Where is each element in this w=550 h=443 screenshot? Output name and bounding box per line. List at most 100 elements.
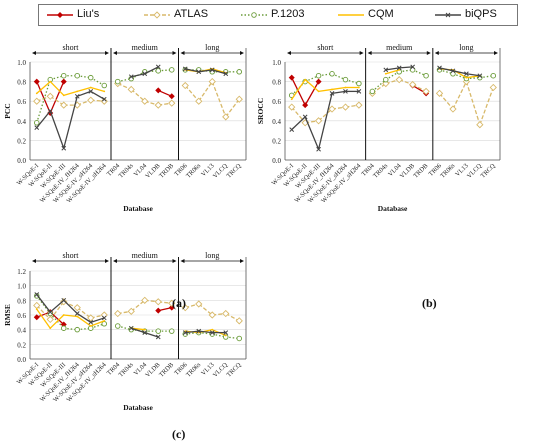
series-segment [371, 79, 387, 92]
data-point [127, 307, 135, 315]
series-segment [304, 79, 320, 92]
data-point [35, 92, 38, 95]
y-tick-label: 0.8 [17, 79, 26, 87]
series-segment [479, 87, 494, 125]
legend-swatch [435, 12, 461, 18]
legend-swatch [144, 11, 170, 19]
group-arrowhead [113, 259, 117, 263]
data-point [341, 103, 350, 111]
data-point [143, 328, 146, 331]
series-segment [184, 85, 200, 102]
series-segment [304, 75, 319, 83]
y-tick-label: 0.4 [272, 118, 281, 126]
data-point [155, 334, 161, 340]
series-segment [331, 90, 346, 95]
data-point [315, 78, 322, 85]
data-point [288, 74, 295, 81]
series-segment [131, 327, 145, 334]
series-segment [130, 88, 146, 102]
group-label: medium [132, 43, 159, 52]
y-tick-label: 0.4 [17, 118, 26, 126]
group-arrowhead [240, 259, 244, 263]
x-tick-label: TRDB [412, 162, 430, 180]
series-segment [452, 81, 467, 110]
data-point [356, 80, 362, 87]
group-arrowhead [32, 51, 36, 55]
series-segment [198, 81, 213, 102]
data-point [141, 296, 149, 304]
data-point [100, 311, 108, 319]
y-tick-label: 0.0 [17, 356, 26, 364]
legend-label: P.1203 [271, 8, 305, 20]
data-point [223, 71, 229, 77]
data-point [128, 74, 134, 80]
data-point [60, 298, 68, 306]
data-point [74, 326, 80, 333]
group-arrowhead [180, 51, 185, 55]
series-segment [198, 329, 213, 334]
group-label: short [63, 43, 80, 52]
x-tick-label: TR06s [439, 162, 457, 180]
series-segment [131, 73, 145, 78]
y-tick-label: 1.0 [17, 283, 26, 291]
series-segment [36, 81, 51, 114]
legend-swatch [338, 14, 364, 16]
group-arrowhead [359, 51, 364, 55]
series-segment [212, 69, 226, 75]
data-point [290, 98, 293, 101]
x-axis-title: Database [378, 204, 408, 213]
series-segment [385, 71, 400, 81]
series-biqps [289, 64, 483, 152]
data-point [155, 328, 161, 334]
data-point [101, 82, 107, 89]
series-biqps [34, 292, 229, 340]
series-segment [76, 307, 92, 319]
data-point [369, 88, 376, 95]
y-tick-label: 0.2 [272, 137, 281, 145]
caption-a: (a) [172, 296, 186, 310]
legend-swatch [47, 12, 73, 18]
data-point [343, 89, 348, 94]
group-label: long [459, 43, 473, 52]
series-p1203 [34, 293, 242, 342]
y-tick-label: 1.2 [17, 268, 26, 276]
series-segment [304, 81, 320, 106]
series-segment [36, 110, 51, 129]
series-segment [225, 98, 240, 118]
series-segment [76, 315, 92, 327]
y-tick-label: 0.4 [17, 327, 26, 335]
series-segment [198, 69, 213, 73]
data-point [114, 78, 121, 85]
x-tick-label: TRCQ [479, 162, 496, 179]
data-point [383, 76, 389, 83]
data-point [224, 334, 227, 337]
series-segment [317, 93, 333, 150]
series-segment [49, 314, 65, 329]
data-point [355, 101, 363, 109]
data-point [344, 86, 347, 89]
data-point [61, 297, 67, 303]
data-point [62, 94, 65, 97]
series-segment [49, 95, 65, 106]
x-tick-label: TRCQ [225, 361, 242, 378]
series-segment [36, 295, 51, 314]
data-point [168, 328, 175, 334]
x-tick-label: TR04s [372, 162, 390, 180]
data-point [74, 72, 80, 79]
data-point [47, 108, 53, 114]
series-segment [399, 66, 413, 69]
data-point [182, 330, 188, 335]
data-point [101, 321, 107, 327]
series-segment [185, 330, 199, 334]
data-point [61, 72, 67, 79]
group-arrowhead [426, 51, 431, 55]
group-arrowhead [434, 51, 439, 55]
data-point [304, 78, 307, 81]
data-point [235, 317, 243, 325]
data-point [168, 299, 176, 307]
series-segment [185, 68, 199, 73]
data-point [34, 292, 40, 297]
data-point [76, 90, 79, 93]
data-point [61, 145, 67, 151]
